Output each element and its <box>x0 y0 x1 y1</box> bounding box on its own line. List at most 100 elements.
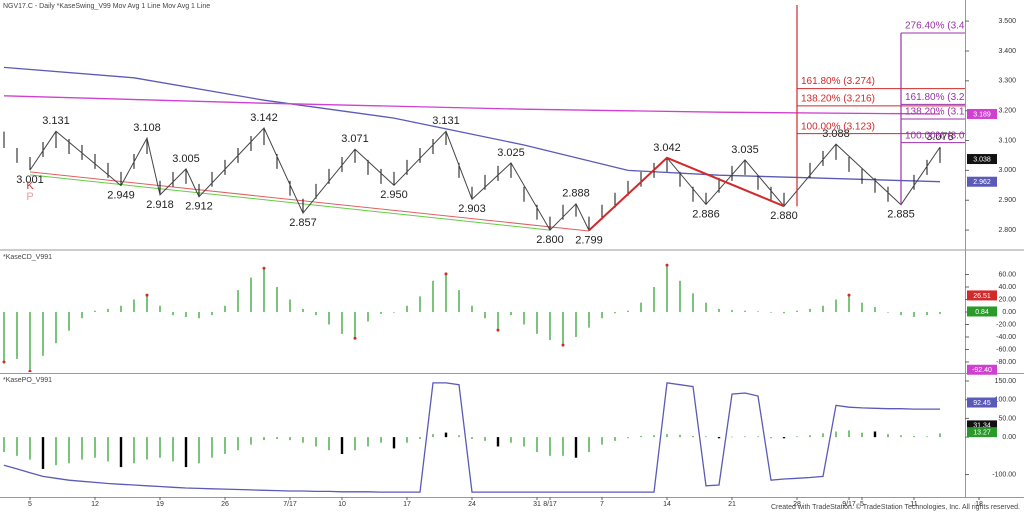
histogram-bar <box>29 312 31 372</box>
histogram-bar <box>276 437 278 439</box>
swing-label: 3.001 <box>16 174 44 186</box>
histogram-bar <box>666 265 668 312</box>
histogram-bar <box>159 305 161 312</box>
y-tick-label: 3.400 <box>998 48 1016 55</box>
swing-label: 2.885 <box>887 209 915 221</box>
histogram-bar <box>679 280 681 312</box>
histogram-bar <box>848 295 850 312</box>
histogram-bar <box>939 433 941 438</box>
histogram-bar <box>3 437 5 453</box>
value-tag <box>967 290 997 301</box>
histogram-bar <box>484 312 486 319</box>
x-tick-label: 26 <box>221 501 229 508</box>
histogram-bar <box>419 437 421 439</box>
histogram-bar <box>523 312 525 325</box>
histogram-bar <box>640 436 642 438</box>
x-tick-label: 12 <box>91 501 99 508</box>
histogram-bar <box>913 312 915 317</box>
x-tick-label: 5 <box>28 501 32 508</box>
value-tag-label: -92.40 <box>972 367 992 374</box>
y-tick-label: 60.00 <box>998 271 1016 278</box>
histogram-bar <box>770 437 772 439</box>
projection-label: 276.40% (3.460) <box>905 21 979 32</box>
histogram-bar <box>510 312 512 316</box>
value-tag <box>967 420 997 431</box>
y-tick-label: 20.00 <box>998 296 1016 303</box>
y-tick-label: 2.900 <box>998 197 1016 204</box>
histogram-bar <box>237 437 239 451</box>
histogram-bar <box>939 312 941 314</box>
histogram-bar <box>782 437 786 439</box>
panel-title: *KaseCD_V991 <box>3 254 52 261</box>
value-tag <box>967 364 997 375</box>
histogram-bar <box>458 435 460 438</box>
x-tick-label: 10 <box>338 501 346 508</box>
histogram-bar <box>731 436 733 438</box>
histogram-bar <box>471 437 473 439</box>
histogram-bar <box>770 312 772 313</box>
histogram-bar <box>392 437 396 449</box>
y-tick-label: 3.200 <box>998 108 1016 115</box>
histogram-bar <box>536 437 538 453</box>
y-tick-label: 3.300 <box>998 78 1016 85</box>
histogram-bar <box>614 437 616 441</box>
histogram-bar <box>640 302 642 312</box>
swing-label: 3.025 <box>497 147 525 159</box>
histogram-bar <box>900 435 902 438</box>
histogram-bar <box>406 305 408 312</box>
histogram-bar <box>276 287 278 312</box>
histogram-bar <box>588 437 590 453</box>
histogram-bar <box>68 312 70 331</box>
y-tick-label: 2.800 <box>998 227 1016 234</box>
y-tick-label: -40.00 <box>996 334 1016 341</box>
histogram-bar <box>3 312 5 362</box>
histogram-bar <box>926 436 928 438</box>
histogram-bar <box>198 312 200 319</box>
histogram-bar <box>653 287 655 312</box>
histogram-bar <box>29 437 31 460</box>
y-tick-label: 3.100 <box>998 137 1016 144</box>
histogram-bar <box>601 437 603 445</box>
x-tick-label: 9/17 <box>842 501 856 508</box>
histogram-bar <box>627 437 629 439</box>
x-tick-label: 14 <box>663 501 671 508</box>
swing-label: 3.071 <box>341 133 369 145</box>
swing-label: 3.108 <box>133 122 161 134</box>
projection-label: 161.80% (3.221) <box>905 92 979 103</box>
y-tick-label: 40.00 <box>998 284 1016 291</box>
signal-label: P <box>26 191 33 203</box>
peak-dot <box>262 266 266 270</box>
histogram-bar <box>250 277 252 312</box>
histogram-bar <box>119 437 123 468</box>
histogram-bar <box>172 312 174 316</box>
histogram-bar <box>289 299 291 312</box>
peak-dot <box>665 263 669 267</box>
histogram-bar <box>120 305 122 312</box>
x-tick-label: 31 <box>533 501 541 508</box>
histogram-bar <box>263 268 265 312</box>
peak-dot <box>2 360 6 364</box>
histogram-bar <box>146 295 148 312</box>
histogram-bar <box>354 437 356 451</box>
swing-label: 2.912 <box>185 201 213 213</box>
value-tag <box>967 108 997 119</box>
histogram-bar <box>536 312 538 334</box>
histogram-bar <box>146 437 148 460</box>
x-tick-label: 24 <box>468 501 476 508</box>
histogram-bar <box>81 437 83 460</box>
histogram-bar <box>848 430 850 438</box>
histogram-bar <box>340 437 344 454</box>
swing-label: 3.131 <box>42 115 70 127</box>
histogram-bar <box>419 296 421 312</box>
x-tick-label: 7 <box>600 501 604 508</box>
x-tick-label: 17 <box>403 501 411 508</box>
value-tag-label: 92.45 <box>973 400 991 407</box>
histogram-bar <box>900 312 902 316</box>
histogram-bar <box>574 437 578 458</box>
y-tick-label: 100.00 <box>995 397 1017 404</box>
kasepo-panel <box>3 382 941 493</box>
histogram-bar <box>211 437 213 458</box>
histogram-bar <box>627 310 629 312</box>
histogram-bar <box>432 434 434 438</box>
